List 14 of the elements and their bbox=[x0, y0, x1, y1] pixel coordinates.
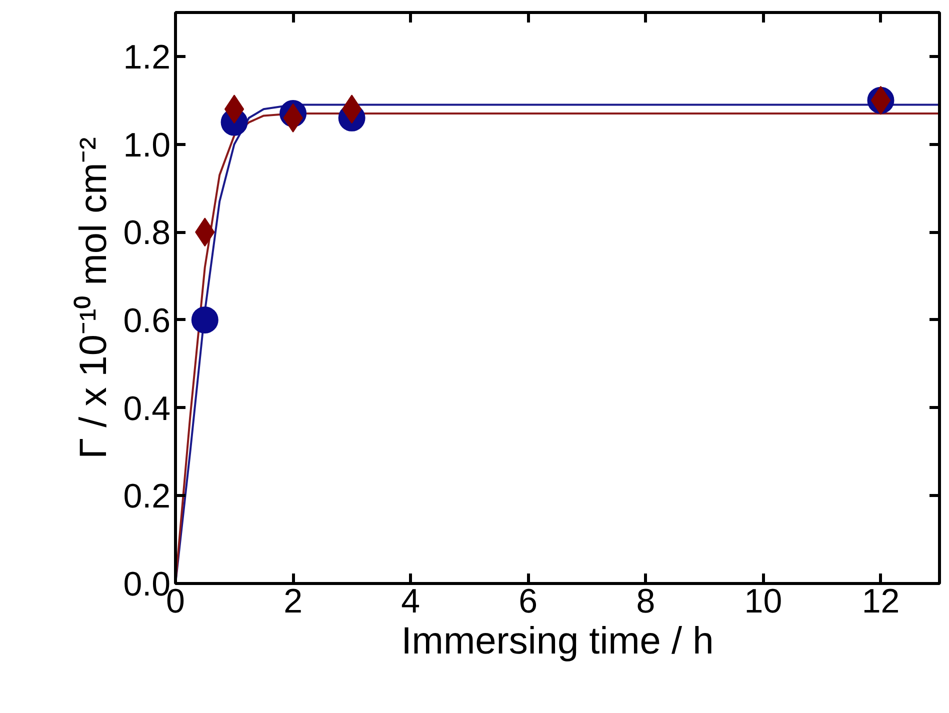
y-tick-label: 1.0 bbox=[123, 126, 170, 164]
y-tick-label: 0.6 bbox=[123, 302, 170, 340]
x-tick-label: 10 bbox=[744, 582, 782, 620]
y-tick-label: 0.2 bbox=[123, 478, 170, 516]
y-axis-title: Γ / x 10⁻¹⁰ mol cm⁻² bbox=[73, 137, 116, 459]
x-tick-label: 12 bbox=[862, 582, 900, 620]
y-tick-label: 1.2 bbox=[123, 38, 170, 76]
y-tick-label: 0.4 bbox=[123, 390, 170, 428]
x-tick-label: 8 bbox=[636, 582, 656, 620]
x-tick-label: 2 bbox=[284, 582, 303, 620]
x-tick-label: 4 bbox=[401, 582, 420, 620]
x-axis-title: Immersing time / h bbox=[401, 620, 714, 662]
x-tick-label: 6 bbox=[518, 582, 538, 620]
y-tick-label: 0.8 bbox=[123, 214, 170, 252]
